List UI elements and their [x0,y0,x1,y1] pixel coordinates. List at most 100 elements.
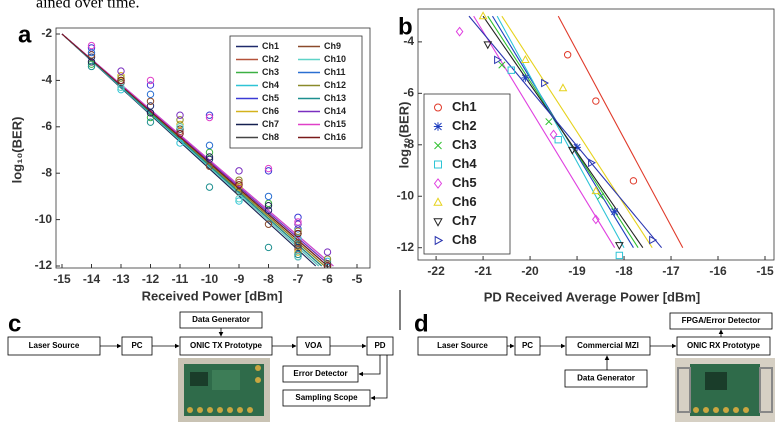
data-point [264,206,273,215]
node-label: PC [522,341,533,350]
legend-label: Ch3 [452,137,477,152]
x-tick-label: -11 [172,272,189,286]
fit-line [501,15,653,249]
data-point [87,53,96,61]
data-point [235,195,243,203]
legend-label: Ch5 [452,175,477,190]
data-point [117,74,125,82]
legend-swatch [433,178,443,189]
fit-line [61,33,328,267]
arrow [370,355,388,401]
node-label: VOA [305,341,323,350]
data-point [117,72,125,80]
data-point [87,62,96,71]
data-point [87,51,96,59]
plot [455,11,684,260]
data-point [294,243,302,252]
panel-label: c [8,310,21,337]
x-axis-label: PD Received Average Power [dBm] [484,289,701,304]
y-axis-label: log₁₀(BER) [9,117,24,184]
x-tick-label: -14 [83,272,101,286]
plot-frame [417,8,775,261]
data-point [294,248,302,256]
data-point [205,141,214,150]
x-tick-label: -21 [474,264,492,278]
x-tick-label: -10 [201,272,219,286]
y-tick-label: -10 [35,212,53,226]
legend-box [423,93,511,255]
x-tick-label: -18 [615,264,633,278]
legend-label: Ch12 [324,80,346,90]
data-point [294,241,302,249]
x-tick-label: -22 [427,264,445,278]
data-point [455,26,464,37]
node-label: Error Detector [293,369,347,378]
data-point [483,41,493,50]
fit-line [61,33,322,267]
data-point [146,102,155,110]
x-tick-label: -19 [568,264,586,278]
data-point [176,120,184,129]
y-tick-label: -4 [403,34,414,48]
data-point [567,146,577,155]
data-point [205,111,214,119]
x-tick-label: -5 [352,272,363,286]
fit-line [473,15,616,248]
data-point [146,81,155,89]
data-point [146,97,155,105]
data-point [554,135,562,144]
fit-line [61,33,334,267]
data-point [549,129,558,140]
data-point [264,167,273,175]
data-point [294,250,302,259]
legend-swatch [433,122,443,131]
y-tick-label: -6 [403,86,414,100]
node [564,369,648,388]
y-axis-label: log₁₀(BER) [396,102,411,169]
x-tick-label: -8 [263,272,274,286]
data-point [294,253,302,261]
y-tick-label: -8 [403,137,414,151]
data-point [117,67,125,75]
data-point [87,60,96,68]
data-point [87,44,96,52]
node-label: Laser Source [437,341,488,350]
data-point [205,113,214,122]
data-point [323,255,332,263]
panel-label: a [18,21,32,48]
legend-label: Ch8 [262,132,279,142]
node [676,336,771,356]
data-point [614,242,624,251]
legend-label: Ch16 [324,132,346,142]
data-point [507,66,515,74]
data-point [294,229,302,238]
node-label: Commercial MZI [577,341,639,350]
data-point [591,186,601,195]
legend-label: Ch2 [262,54,279,64]
legend-label: Ch9 [324,41,341,51]
data-point [117,85,125,94]
legend-label: Ch4 [262,80,279,90]
fit-line [482,15,644,249]
data-point [294,225,302,233]
data-point [592,214,600,225]
data-point [205,183,214,191]
y-tick-label: -8 [41,165,52,179]
node-label: Sampling Scope [295,393,358,402]
data-point [205,148,214,157]
x-tick-label: -12 [142,272,160,286]
data-point [176,139,184,147]
data-point [176,123,184,131]
data-point [235,167,243,175]
data-point [146,118,155,126]
legend-label: Ch15 [324,119,346,129]
node-label: Data Generator [192,315,250,324]
y-tick-label: -12 [35,258,53,272]
node [669,312,773,330]
fit-line [557,15,684,248]
node-label: FPGA/Error Detector [682,316,761,325]
data-point [235,197,243,205]
legend-box [229,35,363,149]
diagram-c: c Laser Source PC Data Generator ONIC TX… [7,310,394,422]
data-point [545,118,553,126]
